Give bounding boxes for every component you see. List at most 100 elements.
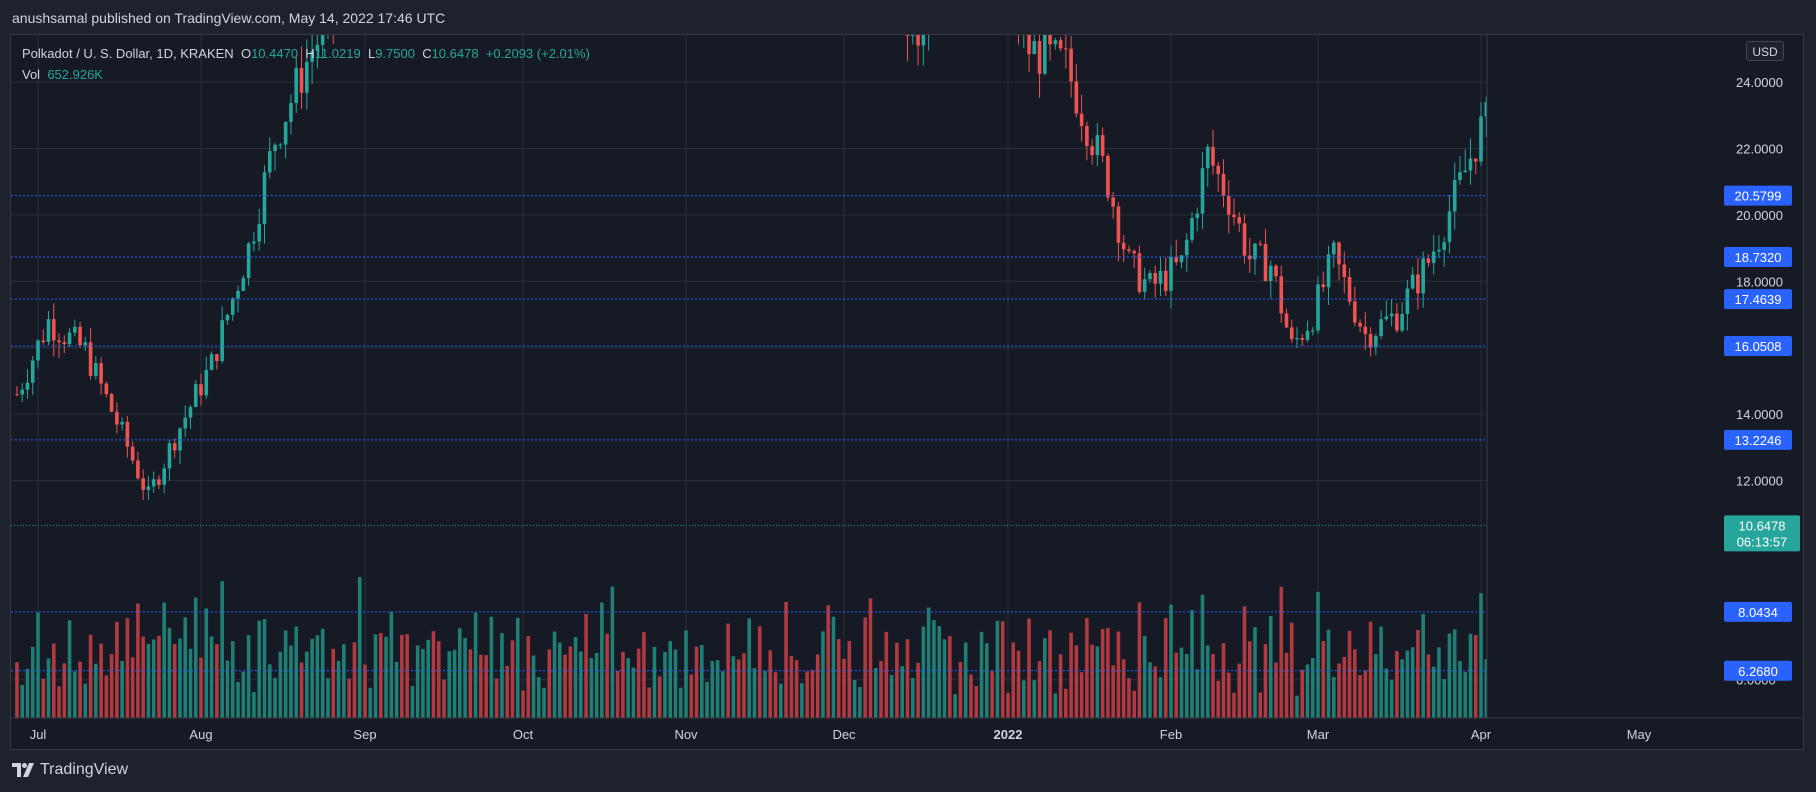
candle-body (1374, 336, 1378, 348)
volume-bar (1027, 618, 1031, 718)
level-label: 20.5799 (1735, 189, 1782, 204)
volume-bar (1468, 633, 1473, 718)
open-value: 10.4470 (251, 46, 299, 61)
volume-bar (1006, 692, 1010, 718)
candle-body (289, 102, 293, 122)
volume-label[interactable]: Vol (22, 67, 41, 82)
volume-bar (573, 637, 578, 718)
volume-bar (104, 675, 109, 718)
candle-body (225, 314, 230, 321)
volume-bar (20, 684, 25, 718)
candle-body (1195, 213, 1200, 219)
candle-body (1158, 270, 1163, 284)
candle-body (1169, 256, 1173, 291)
volume-bar (473, 612, 478, 718)
volume-bar (626, 658, 630, 718)
volume-bar (1163, 618, 1168, 718)
time-axis-label: Jul (30, 727, 47, 742)
volume-bar (1116, 631, 1121, 718)
volume-bar (642, 632, 646, 718)
current-price-box (1724, 515, 1800, 552)
volume-bar (1321, 641, 1326, 718)
currency-button[interactable]: USD (1746, 41, 1784, 61)
volume-bar (342, 644, 346, 718)
volume-bar (1242, 606, 1247, 718)
candle-body (41, 340, 46, 342)
candle-body (1437, 249, 1441, 252)
candle-body (1310, 330, 1315, 332)
close-label: C (422, 46, 432, 61)
volume-bar (821, 631, 825, 718)
volume-bar (995, 620, 1000, 718)
candle-body (215, 354, 219, 362)
volume-bar (742, 653, 746, 718)
volume-bar (109, 654, 114, 718)
volume-bar (831, 616, 836, 718)
volume-bar (1295, 695, 1299, 718)
volume-bar (363, 664, 367, 718)
volume-bar (30, 646, 35, 718)
volume-bar (768, 650, 773, 718)
candle-body (267, 151, 272, 173)
candle-body (1205, 146, 1210, 169)
volume-bar (958, 662, 963, 718)
bar-countdown-label: 06:13:57 (1737, 534, 1788, 549)
volume-bar (631, 667, 636, 718)
candle-body (305, 61, 309, 93)
candle-body (1316, 284, 1320, 331)
candle-body (62, 342, 67, 345)
volume-bar (347, 678, 351, 718)
symbol-name[interactable]: Polkadot / U. S. Dollar, 1D, KRAKEN (22, 46, 234, 61)
candle-body (1305, 330, 1310, 340)
volume-bar (141, 636, 145, 718)
volume-bar (331, 648, 336, 718)
volume-bar (705, 681, 709, 718)
volume-bar (94, 663, 98, 718)
candle-body (73, 326, 77, 333)
volume-bar (25, 668, 30, 718)
volume-bar (873, 668, 878, 718)
volume-bar (1085, 617, 1089, 718)
candle-body (1237, 217, 1242, 224)
candle-body (193, 384, 198, 407)
volume-bar (1379, 626, 1383, 718)
candle-body (241, 278, 246, 291)
volume-bar (752, 668, 757, 718)
volume-bar (442, 679, 446, 718)
volume-bar (1331, 677, 1336, 718)
volume-bar (963, 642, 968, 718)
candle-body (30, 360, 35, 383)
volume-bar (805, 671, 809, 718)
candle-body (1022, 23, 1026, 30)
candle-body (1274, 265, 1278, 277)
candle-body (337, 5, 341, 19)
high-label: H (305, 46, 315, 61)
candle-body (1053, 40, 1058, 45)
volume-bar (1384, 668, 1389, 718)
candle-body (1226, 196, 1231, 215)
published-by-text: anushsamal published on TradingView.com,… (12, 10, 446, 26)
candle-body (1331, 242, 1336, 255)
candle-body (1416, 274, 1420, 294)
candle-body (167, 443, 172, 469)
volume-bar (942, 639, 947, 718)
volume-bar (953, 694, 957, 718)
volume-bar (204, 608, 209, 718)
tradingview-logo-icon (12, 763, 34, 777)
candle-body (1111, 197, 1115, 207)
tradingview-logo[interactable]: TradingView (12, 761, 128, 779)
volume-bar (246, 635, 251, 718)
candle-body (1174, 256, 1179, 263)
volume-bar (668, 641, 673, 718)
volume-bar (305, 651, 309, 718)
volume-bar (1279, 586, 1284, 718)
volume-bar (46, 658, 51, 718)
volume-bar (836, 639, 841, 718)
volume-bar (558, 642, 562, 718)
volume-bar (1368, 621, 1373, 718)
candle-body (315, 44, 320, 51)
volume-bar (921, 626, 926, 718)
header-bar: anushsamal published on TradingView.com,… (0, 0, 1816, 34)
volume-bar (400, 634, 404, 718)
